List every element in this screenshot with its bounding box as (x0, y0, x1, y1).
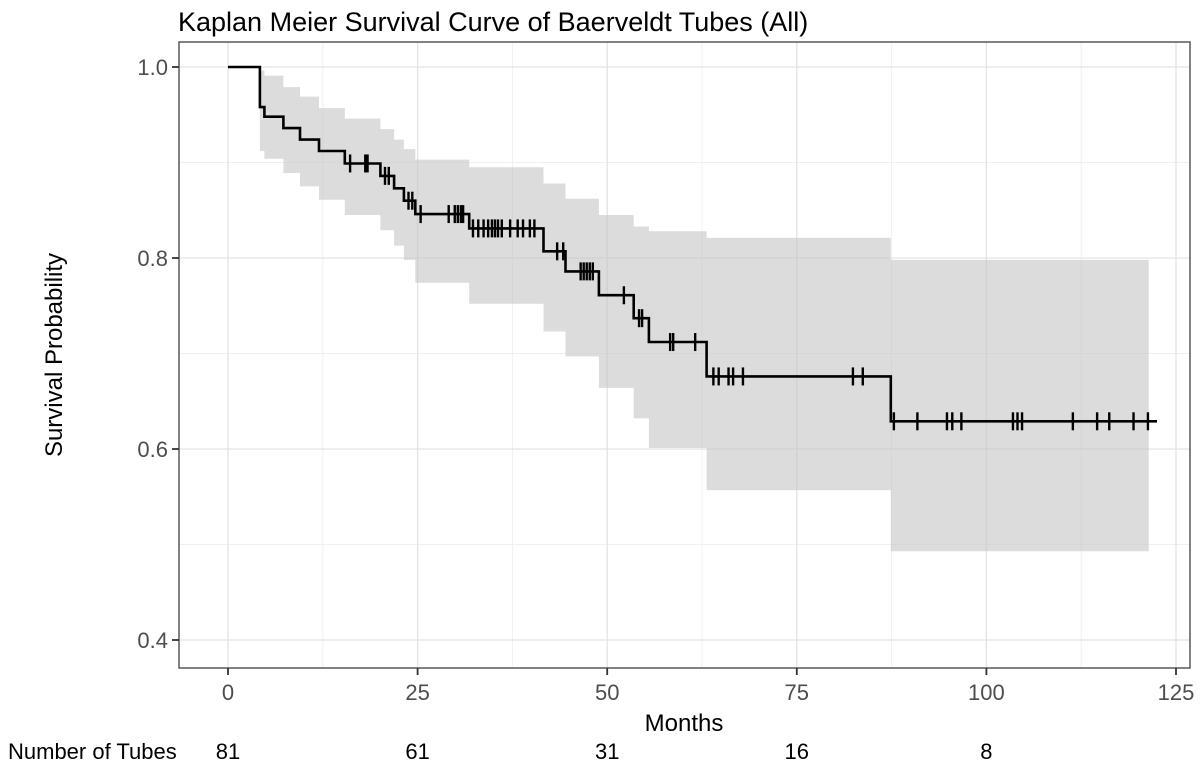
x-tick-label: 100 (968, 680, 1005, 705)
risk-table-values: 81 61 31 16 8 (216, 739, 993, 764)
risk-count: 81 (216, 739, 240, 764)
risk-table-label: Number of Tubes (8, 739, 177, 764)
y-tick-label: 1.0 (137, 55, 168, 80)
axis-tick-marks (172, 66, 1177, 675)
chart-title: Kaplan Meier Survival Curve of Baerveldt… (178, 7, 808, 37)
y-axis-title: Survival Probability (41, 253, 68, 457)
x-axis-title: Months (645, 710, 724, 737)
y-tick-label: 0.6 (137, 437, 168, 462)
risk-count: 16 (785, 739, 809, 764)
risk-count: 8 (980, 739, 992, 764)
censor-marks (348, 154, 1150, 431)
risk-count: 31 (595, 739, 619, 764)
confidence-band (259, 70, 1149, 552)
x-tick-label: 125 (1158, 680, 1195, 705)
x-tick-label: 25 (405, 680, 429, 705)
y-axis-tick-labels: 0.4 0.6 0.8 1.0 (137, 55, 168, 653)
y-tick-label: 0.8 (137, 246, 168, 271)
x-tick-label: 50 (595, 680, 619, 705)
x-tick-label: 0 (222, 680, 234, 705)
risk-count: 61 (405, 739, 429, 764)
x-tick-label: 75 (785, 680, 809, 705)
x-axis-tick-labels: 0 25 50 75 100 125 (222, 680, 1194, 705)
y-tick-label: 0.4 (137, 628, 168, 653)
panel-border (178, 41, 1191, 669)
